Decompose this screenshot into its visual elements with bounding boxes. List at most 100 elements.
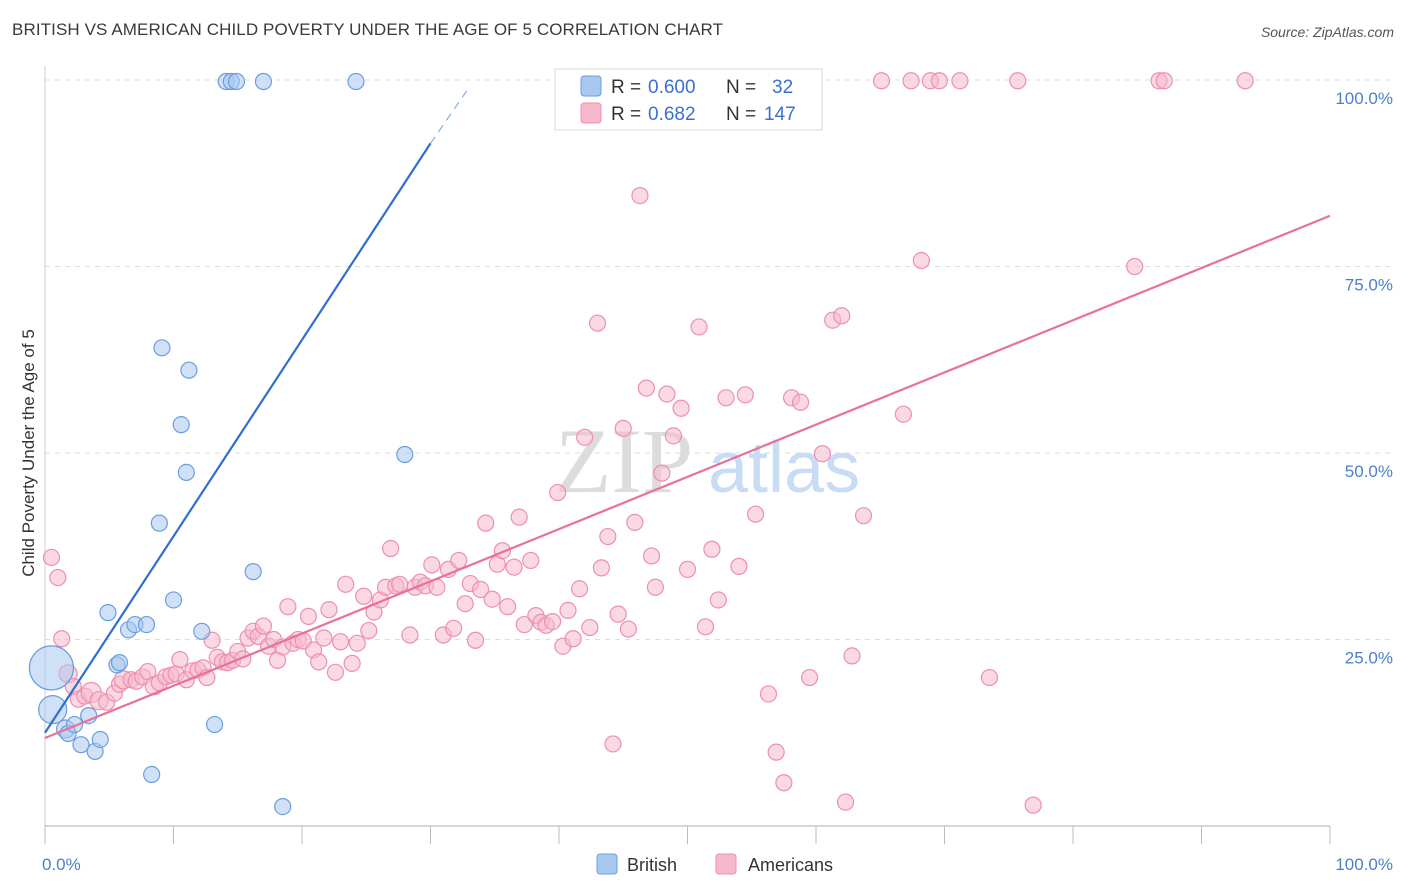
americans-point (658, 385, 676, 403)
americans-r-value: 0.682 (648, 104, 696, 125)
americans-point (477, 514, 495, 532)
x-tick-label: 0.0% (42, 855, 81, 874)
americans-point (696, 618, 715, 636)
y-tick-label: 75.0% (1345, 276, 1393, 295)
americans-point (767, 743, 785, 761)
americans-point (619, 620, 637, 638)
americans-point (423, 556, 441, 574)
americans-point (902, 72, 920, 90)
x-tick-label: 100.0% (1335, 855, 1393, 874)
british-point (164, 591, 183, 609)
americans-point (549, 483, 567, 502)
americans-point (1236, 72, 1254, 90)
americans-point (320, 601, 338, 619)
americans-point (588, 314, 607, 332)
british-n-value: 32 (772, 77, 793, 98)
british-point (244, 563, 262, 581)
americans-point (833, 307, 851, 325)
americans-point (401, 626, 419, 644)
y-axis-title: Child Poverty Under the Age of 5 (19, 329, 38, 577)
americans-point (310, 653, 328, 671)
americans-point (599, 527, 617, 546)
americans-point (709, 591, 727, 609)
british-point (177, 463, 195, 481)
americans-point (53, 630, 71, 648)
americans-point (609, 605, 627, 623)
americans-point (717, 389, 735, 407)
americans-n-label: N = (726, 104, 756, 125)
americans-point (42, 548, 61, 567)
british-point (110, 654, 129, 672)
americans-point (559, 601, 577, 620)
americans-point (642, 547, 661, 565)
british-point (227, 72, 246, 91)
americans-point (391, 575, 409, 593)
british-point (193, 622, 211, 640)
watermark-atlas: atlas (708, 428, 860, 508)
british-point (143, 765, 161, 784)
americans-point (1126, 257, 1144, 276)
americans-point (930, 72, 948, 90)
americans-point (653, 464, 671, 482)
stats-legend: R = 0.600 N = 32 R = 0.682 N = 147 (554, 68, 823, 131)
data-points (28, 72, 1254, 816)
americans-point (672, 399, 690, 417)
british-point (180, 361, 198, 379)
british-point (91, 730, 109, 749)
americans-point (315, 629, 333, 647)
british-legend-swatch (580, 75, 602, 97)
americans-point (326, 663, 345, 681)
americans-point (505, 558, 523, 576)
series-legend: British Americans (596, 853, 833, 875)
british-point (206, 715, 224, 734)
americans-point (499, 598, 517, 616)
americans-point (800, 668, 819, 687)
americans-point (483, 590, 501, 608)
americans-point (331, 633, 350, 651)
americans-point (759, 685, 778, 703)
trend-lines (44, 87, 1331, 739)
americans-point (456, 595, 474, 613)
americans-point (1024, 796, 1042, 814)
americans-point (1009, 72, 1027, 90)
british-point (28, 645, 75, 691)
americans-point (951, 72, 969, 90)
source-label: Source: ZipAtlas.com (1260, 24, 1394, 40)
americans-point (348, 634, 366, 652)
americans-point (472, 580, 490, 599)
americans-point (664, 427, 682, 445)
americans-point (570, 580, 589, 598)
americans-point (894, 405, 912, 423)
british-point (72, 736, 90, 754)
y-tick-label: 25.0% (1345, 649, 1393, 668)
americans-point (690, 318, 708, 336)
americans-point (1155, 72, 1173, 90)
americans-point (576, 428, 594, 446)
americans-point (564, 630, 582, 648)
americans-point (382, 539, 400, 558)
americans-point (510, 508, 528, 526)
americans-point (604, 735, 622, 753)
americans-point (872, 72, 891, 90)
british-point (396, 445, 414, 464)
americans-point (703, 540, 721, 558)
grid-lines (45, 79, 1395, 640)
americans-legend-swatch (580, 102, 602, 124)
tick-labels: 25.0% 50.0% 75.0% 100.0% 0.0% 100.0% (42, 89, 1393, 874)
british-trend-extension (429, 87, 470, 144)
british-point (137, 615, 156, 634)
americans-point (254, 617, 273, 635)
americans-point (171, 651, 189, 669)
british-r-value: 0.600 (648, 77, 696, 98)
americans-point (843, 647, 861, 665)
y-tick-label: 100.0% (1335, 89, 1393, 108)
americans-point (813, 445, 832, 463)
americans-point (522, 551, 540, 570)
americans-point (646, 578, 664, 596)
y-tick-label: 50.0% (1345, 462, 1393, 481)
americans-n-value: 147 (764, 104, 796, 125)
americans-r-label: R = (611, 104, 641, 125)
americans-point (543, 612, 562, 631)
british-point (38, 695, 68, 725)
